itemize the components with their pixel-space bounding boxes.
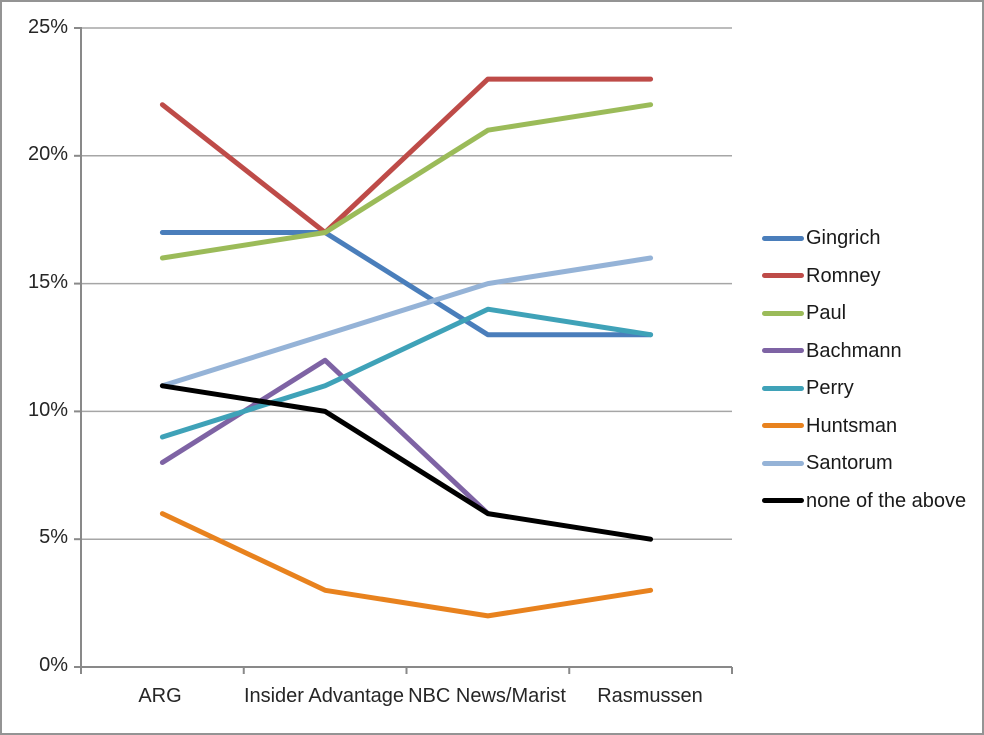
series-line-none-of-the-above [159, 383, 654, 542]
y-axis-tick-label: 15% [27, 271, 68, 293]
y-axis-tick-label: 20% [27, 143, 68, 165]
series-line-bachmann [159, 357, 491, 517]
series-line-romney [159, 76, 654, 235]
legend-item-santorum: Santorum [762, 448, 966, 478]
legend: Gingrich Romney Paul Bachmann Perry Hunt… [762, 223, 966, 516]
legend-item-gingrich: Gingrich [762, 223, 966, 253]
x-axis-category-label: Insider Advantage [243, 685, 405, 707]
series-line-paul [159, 102, 654, 261]
legend-label: Romney [806, 264, 881, 287]
y-axis-tick-label: 25% [27, 16, 68, 38]
legend-label: none of the above [806, 489, 967, 512]
huntsman-line-swatch [762, 423, 804, 428]
none-of-the-above-line-swatch [762, 498, 804, 503]
legend-item-paul: Paul [762, 298, 966, 328]
x-axis-category-label: NBC News/Marist [408, 685, 566, 707]
santorum-line-swatch [762, 460, 804, 466]
paul-line-swatch [762, 310, 804, 316]
legend-item-bachmann: Bachmann [762, 336, 966, 366]
y-axis-tick-label: 10% [27, 399, 68, 421]
legend-item-huntsman: Huntsman [762, 411, 966, 441]
legend-label: Perry [806, 377, 854, 399]
x-axis-category-label: Rasmussen [597, 685, 703, 707]
legend-label: Huntsman [806, 414, 898, 437]
y-axis-tick-label: 0% [39, 654, 68, 676]
gingrich-line-swatch [762, 235, 804, 241]
perry-line-swatch [762, 385, 804, 391]
y-axis-tick-label: 5% [39, 526, 68, 548]
legend-label: Paul [806, 302, 847, 324]
legend-label: Santorum [806, 452, 893, 474]
series-line-huntsman [159, 511, 654, 619]
legend-item-romney: Romney [762, 261, 966, 291]
romney-line-swatch [762, 273, 804, 278]
series-line-gingrich [159, 230, 654, 338]
series-line-perry [159, 306, 654, 440]
legend-item-none-of-the-above: none of the above [762, 486, 966, 516]
legend-item-perry: Perry [762, 373, 966, 403]
legend-label: Bachmann [806, 339, 902, 362]
series-line-santorum [159, 255, 654, 389]
x-axis-category-label: ARG [138, 685, 182, 707]
bachmann-line-swatch [762, 348, 804, 353]
legend-label: Gingrich [806, 227, 881, 249]
